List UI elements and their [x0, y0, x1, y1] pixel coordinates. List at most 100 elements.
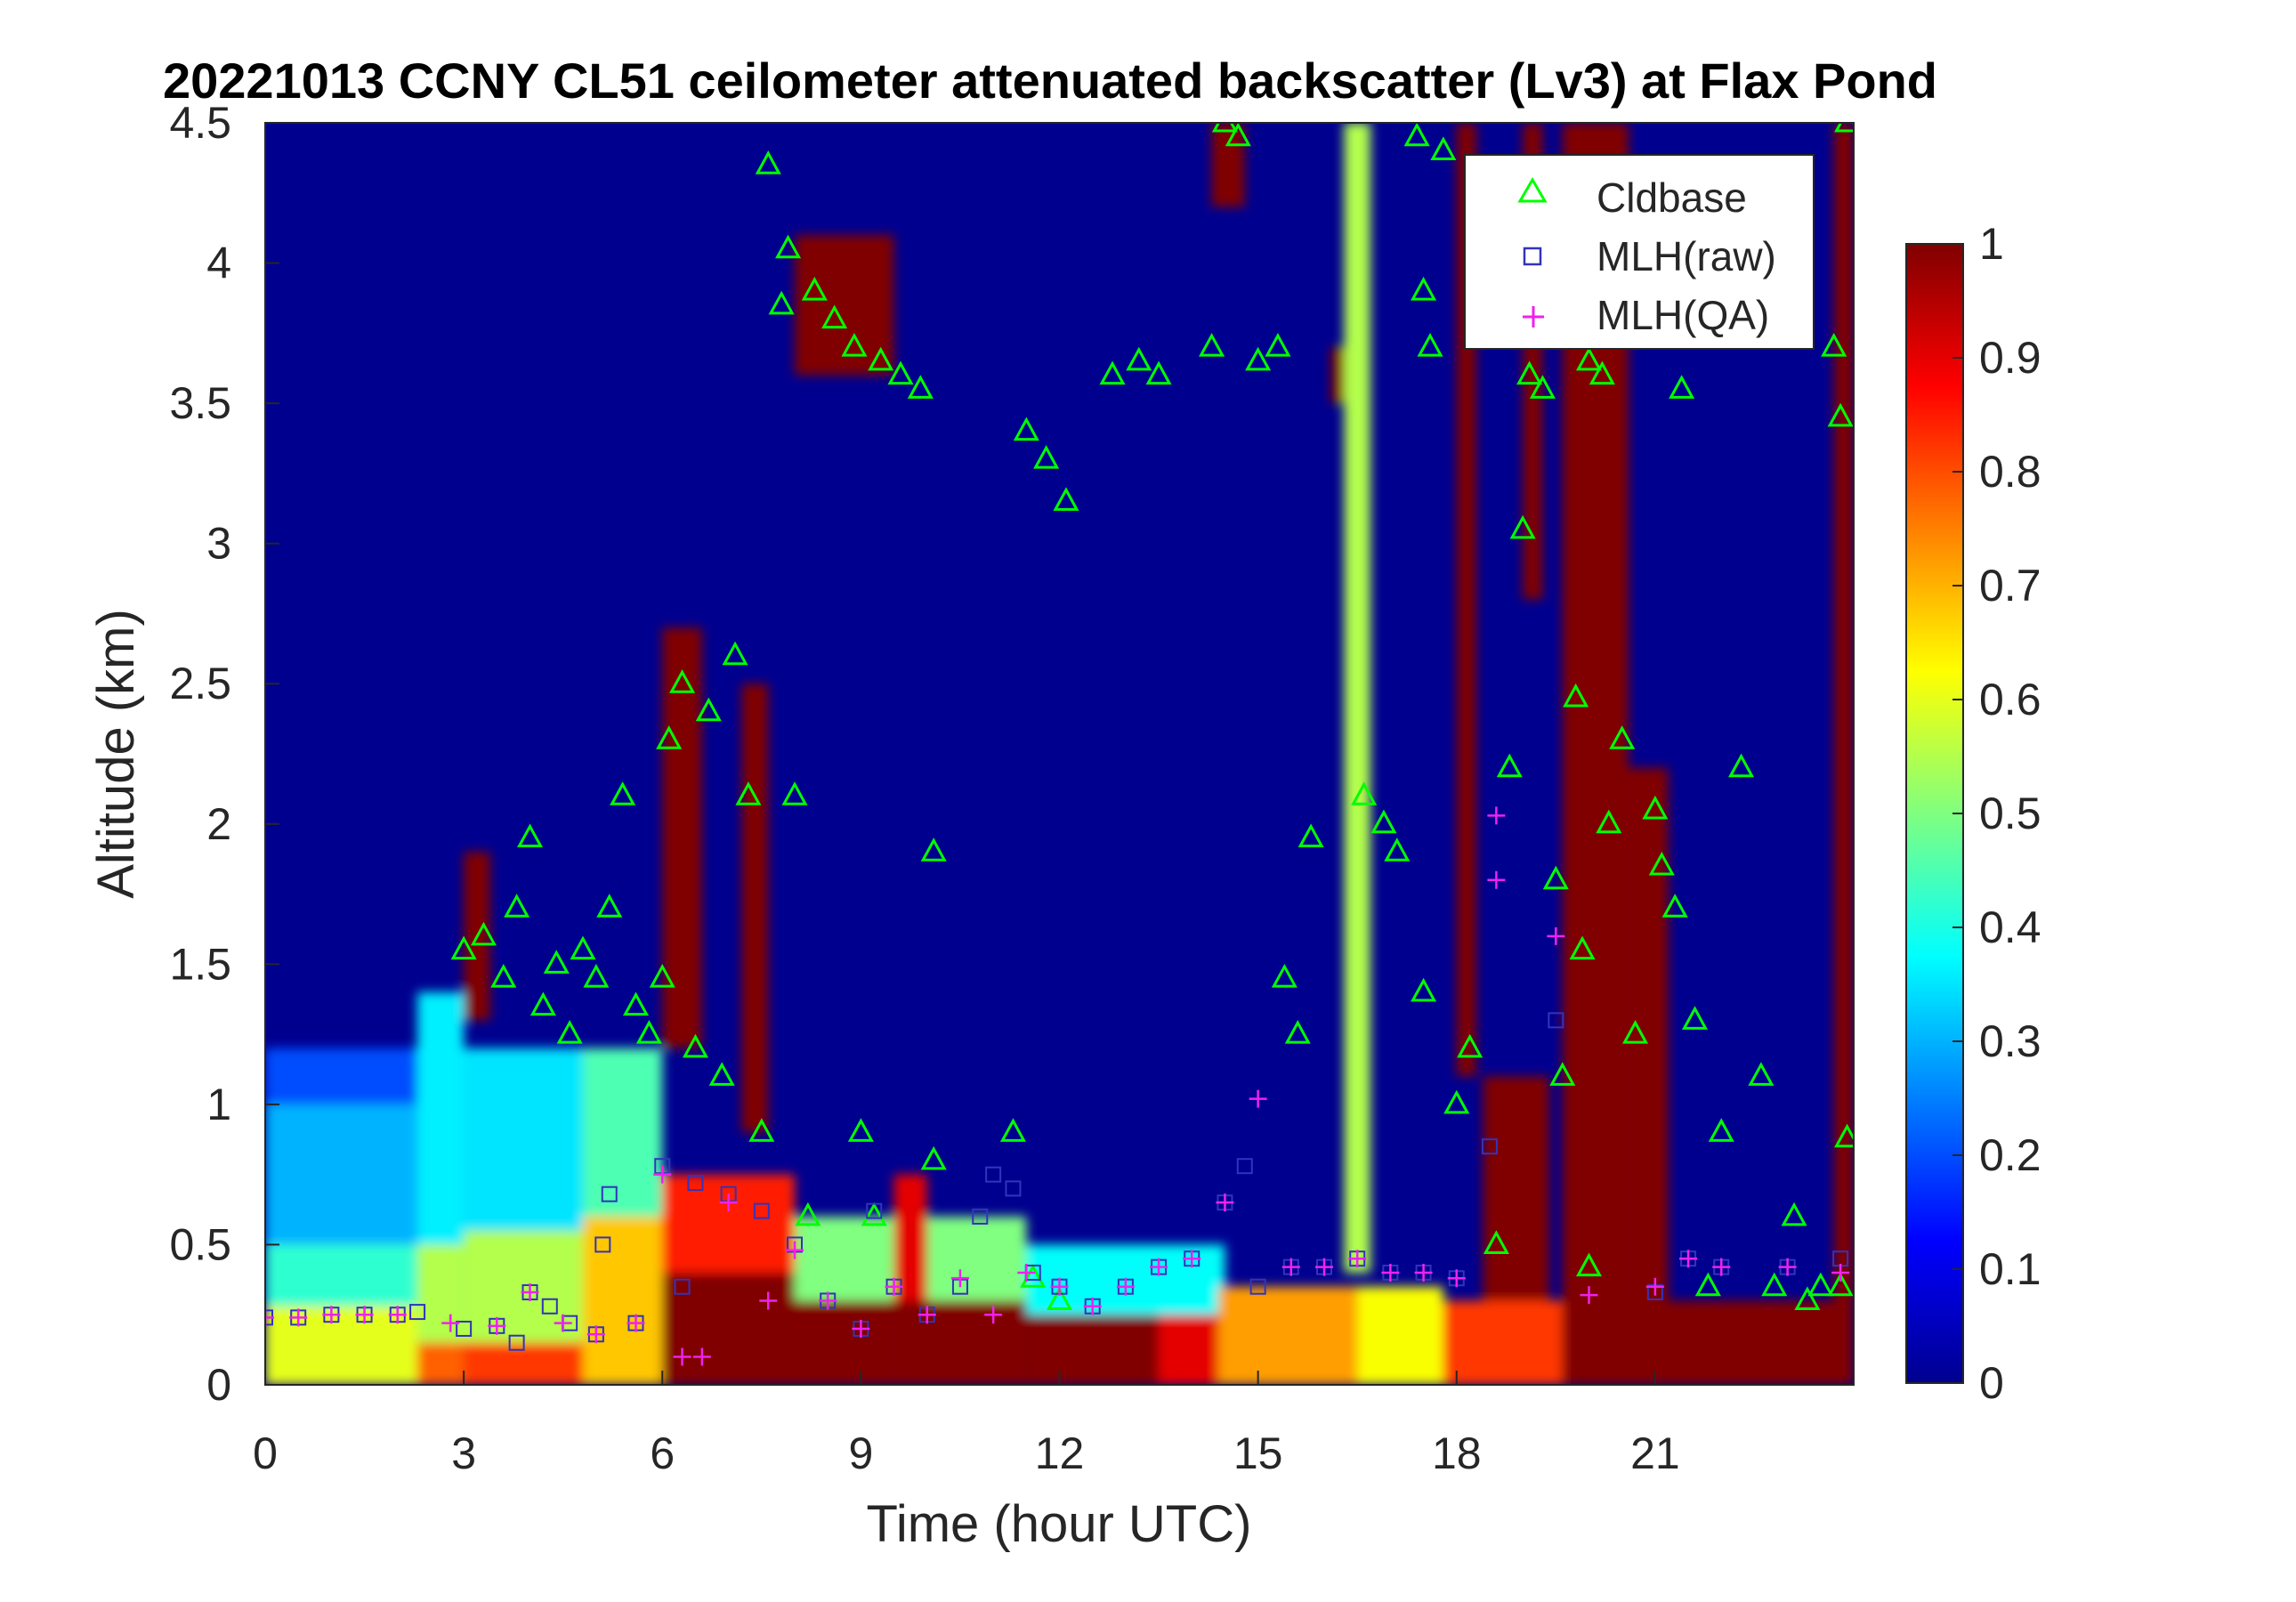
mlh-raw-marker [687, 1175, 704, 1192]
backscatter-region [662, 1174, 795, 1273]
backscatter-region [1443, 1300, 1563, 1385]
mlh-raw-marker [409, 1304, 426, 1321]
mlh-qa-marker [1712, 1258, 1731, 1276]
mlh-raw-marker [972, 1208, 989, 1225]
legend: Cldbase MLH(raw) MLH(QA) [1464, 154, 1815, 350]
x-tick-label: 21 [1630, 1428, 1680, 1478]
cldbase-marker [1483, 1230, 1509, 1254]
cldbase-marker [1781, 1202, 1807, 1226]
mlh-qa-marker [1348, 1250, 1367, 1268]
cldbase-marker [583, 963, 610, 988]
cldbase-marker [768, 290, 795, 315]
cldbase-marker [1211, 123, 1238, 133]
y-tick-label: 0.5 [169, 1219, 231, 1269]
cldbase-marker [1370, 809, 1397, 834]
cldbase-marker [722, 641, 748, 666]
cldbase-marker [1575, 346, 1603, 371]
cldbase-marker [1417, 332, 1443, 357]
x-tick-label: 3 [451, 1428, 476, 1478]
mlh-qa-marker [1447, 1269, 1466, 1288]
cldbase-marker [450, 935, 477, 960]
cldbase-marker [887, 360, 914, 385]
mlh-raw-marker [1236, 1158, 1253, 1175]
backscatter-region [1159, 1315, 1218, 1385]
mlh-qa-marker [1216, 1193, 1234, 1212]
cldbase-marker [999, 1118, 1026, 1142]
cldbase-marker [1411, 977, 1437, 1002]
mlh-qa-marker [1487, 870, 1506, 889]
x-tick-label: 6 [650, 1428, 675, 1478]
mlh-qa-marker [692, 1347, 711, 1366]
cldbase-marker [1834, 1123, 1854, 1148]
cldbase-marker [1516, 360, 1543, 385]
cldbase-marker [1298, 823, 1324, 848]
mlh-qa-marker [1150, 1258, 1168, 1276]
x-tick-label: 15 [1233, 1428, 1283, 1478]
cldbase-marker [1661, 894, 1688, 918]
legend-item-mlh-qa: MLH(QA) [1523, 292, 1769, 338]
mlh-raw-marker [594, 1236, 611, 1253]
cldbase-marker [1609, 725, 1636, 749]
cldbase-marker [1099, 360, 1126, 385]
mlh-qa-marker [1679, 1250, 1698, 1268]
mlh-qa-marker [265, 1308, 274, 1327]
mlh-raw-marker [456, 1320, 473, 1337]
mlh-qa-marker [1183, 1250, 1201, 1268]
colorbar-tick-label: 0.9 [1979, 333, 2041, 383]
mlh-qa-marker [1580, 1286, 1598, 1305]
backscatter-region [1357, 1286, 1443, 1385]
mlh-raw-marker [1481, 1138, 1498, 1155]
mlh-qa-marker [1315, 1258, 1333, 1276]
cldbase-marker [1384, 837, 1411, 862]
cldbase-marker [596, 894, 623, 918]
backscatter-region [417, 1342, 465, 1385]
backscatter-region [893, 1300, 1027, 1385]
x-axis-label: Time (hour UTC) [867, 1495, 1252, 1553]
cldbase-marker [1728, 753, 1755, 778]
mlh-qa-marker [322, 1306, 341, 1324]
cldbase-marker [1669, 375, 1695, 399]
backscatter-heatmap [265, 123, 1854, 1385]
cldbase-marker [1265, 332, 1291, 357]
mlh-qa-marker [786, 1241, 804, 1259]
mlh-qa-marker [950, 1269, 969, 1288]
cldbase-marker [847, 1118, 874, 1142]
y-tick-label: 0 [206, 1360, 231, 1410]
square-marker-icon [1523, 247, 1542, 266]
mlh-qa-marker [1249, 1089, 1267, 1108]
backscatter-region [1562, 1300, 1854, 1385]
colorbar-tick-label: 0.6 [1979, 675, 2041, 724]
backscatter-region [464, 1048, 583, 1231]
mlh-raw-marker [1249, 1278, 1266, 1295]
mlh-raw-marker [601, 1185, 618, 1202]
colorbar-tick-label: 0.3 [1979, 1016, 2041, 1066]
cldbase-marker [556, 1019, 583, 1044]
cldbase-marker [1126, 346, 1152, 371]
mlh-qa-marker [1778, 1258, 1797, 1276]
mlh-qa-marker [918, 1306, 936, 1324]
cldbase-marker [821, 304, 848, 329]
mlh-qa-marker [441, 1314, 460, 1332]
cldbase-marker [622, 991, 650, 1016]
y-tick-label: 3 [206, 519, 231, 569]
mlh-raw-marker [1005, 1180, 1022, 1197]
mlh-qa-marker [1487, 806, 1506, 825]
mlh-qa-marker [554, 1314, 572, 1332]
mlh-qa-marker [673, 1347, 691, 1366]
cldbase-marker [861, 1202, 887, 1226]
cldbase-marker [1245, 346, 1272, 371]
cldbase-marker [907, 375, 934, 399]
y-tick-label: 4.5 [169, 98, 231, 148]
cldbase-marker [1542, 865, 1569, 890]
chart-title: 20221013 CCNY CL51 ceilometer attenuated… [163, 53, 1937, 109]
mlh-qa-marker [653, 1165, 672, 1184]
cldbase-marker [470, 921, 497, 946]
y-tick-label: 2.5 [169, 659, 231, 708]
cldbase-marker [530, 991, 556, 1016]
cldbase-marker [504, 894, 530, 918]
cldbase-marker [735, 781, 762, 805]
mlh-qa-marker [1281, 1258, 1300, 1276]
cldbase-marker [1145, 360, 1172, 385]
backscatter-region [741, 684, 769, 1133]
y-axis: 0 0.5 1 1.5 2 2.5 3 3.5 4 4.5 [169, 98, 279, 1410]
